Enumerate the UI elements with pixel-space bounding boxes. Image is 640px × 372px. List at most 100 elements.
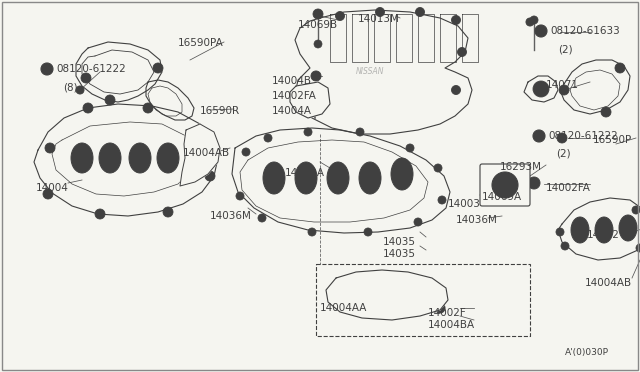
Text: 14003: 14003 bbox=[448, 199, 481, 209]
Circle shape bbox=[438, 196, 446, 204]
Circle shape bbox=[615, 63, 625, 73]
Text: 14002F: 14002F bbox=[428, 308, 467, 318]
Text: 14004B: 14004B bbox=[272, 76, 312, 86]
Text: 14035: 14035 bbox=[383, 249, 416, 259]
Circle shape bbox=[492, 172, 518, 198]
Ellipse shape bbox=[99, 143, 121, 173]
Circle shape bbox=[632, 206, 640, 214]
Polygon shape bbox=[290, 82, 330, 118]
Circle shape bbox=[364, 228, 372, 236]
Circle shape bbox=[435, 303, 445, 313]
Circle shape bbox=[236, 192, 244, 200]
Text: 14069B: 14069B bbox=[298, 20, 338, 30]
Polygon shape bbox=[326, 270, 448, 320]
Text: 14004AB: 14004AB bbox=[183, 148, 230, 158]
Circle shape bbox=[143, 103, 153, 113]
Text: 16590P: 16590P bbox=[593, 135, 632, 145]
Circle shape bbox=[533, 81, 549, 97]
Circle shape bbox=[304, 128, 312, 136]
Circle shape bbox=[308, 228, 316, 236]
Circle shape bbox=[531, 180, 536, 186]
Circle shape bbox=[451, 16, 461, 25]
Circle shape bbox=[81, 73, 91, 83]
Circle shape bbox=[530, 16, 538, 24]
Ellipse shape bbox=[619, 215, 637, 241]
Circle shape bbox=[526, 18, 534, 26]
Circle shape bbox=[242, 148, 250, 156]
Text: 14002FA: 14002FA bbox=[272, 91, 317, 101]
Text: 14071: 14071 bbox=[546, 80, 579, 90]
Text: B: B bbox=[44, 64, 50, 74]
Ellipse shape bbox=[71, 143, 93, 173]
Polygon shape bbox=[524, 76, 558, 102]
Circle shape bbox=[556, 228, 564, 236]
Text: 14004AA: 14004AA bbox=[320, 303, 367, 313]
Text: B: B bbox=[538, 26, 544, 35]
Text: 14004BA: 14004BA bbox=[428, 320, 475, 330]
Circle shape bbox=[376, 7, 385, 16]
Circle shape bbox=[414, 218, 422, 226]
Circle shape bbox=[45, 143, 55, 153]
Circle shape bbox=[153, 63, 163, 73]
Polygon shape bbox=[558, 198, 640, 260]
Ellipse shape bbox=[327, 162, 349, 194]
Text: 08120-61222: 08120-61222 bbox=[548, 131, 618, 141]
Text: 14004: 14004 bbox=[36, 183, 69, 193]
Circle shape bbox=[312, 99, 319, 106]
Text: 08120-61633: 08120-61633 bbox=[550, 26, 620, 36]
Text: (2): (2) bbox=[558, 44, 573, 54]
Circle shape bbox=[437, 305, 443, 311]
Circle shape bbox=[415, 7, 424, 16]
Text: 08120-61222: 08120-61222 bbox=[56, 64, 125, 74]
Polygon shape bbox=[34, 104, 218, 216]
Text: 16293M: 16293M bbox=[500, 162, 542, 172]
Circle shape bbox=[258, 214, 266, 222]
Circle shape bbox=[195, 131, 205, 141]
Circle shape bbox=[434, 164, 442, 172]
Polygon shape bbox=[180, 124, 220, 186]
Circle shape bbox=[557, 133, 567, 143]
Circle shape bbox=[95, 209, 105, 219]
Text: NISSAN: NISSAN bbox=[356, 67, 384, 77]
Circle shape bbox=[528, 177, 540, 189]
Circle shape bbox=[636, 244, 640, 252]
Ellipse shape bbox=[263, 162, 285, 194]
Circle shape bbox=[77, 87, 83, 93]
Circle shape bbox=[163, 207, 173, 217]
Text: 14010A: 14010A bbox=[285, 168, 325, 178]
Circle shape bbox=[310, 85, 322, 97]
Circle shape bbox=[406, 144, 414, 152]
Circle shape bbox=[314, 40, 322, 48]
Text: 16590R: 16590R bbox=[200, 106, 240, 116]
Circle shape bbox=[314, 74, 319, 78]
Text: B: B bbox=[536, 131, 542, 141]
Ellipse shape bbox=[391, 158, 413, 190]
FancyBboxPatch shape bbox=[480, 164, 530, 206]
Circle shape bbox=[485, 191, 495, 201]
Text: 14036M: 14036M bbox=[456, 215, 498, 225]
Ellipse shape bbox=[129, 143, 151, 173]
Text: (8): (8) bbox=[63, 82, 77, 92]
Circle shape bbox=[559, 135, 564, 141]
Text: (2): (2) bbox=[556, 149, 571, 159]
Text: 14004A: 14004A bbox=[272, 106, 312, 116]
Text: 14013M: 14013M bbox=[358, 14, 400, 24]
Text: 16590PA: 16590PA bbox=[178, 38, 224, 48]
Circle shape bbox=[533, 130, 545, 142]
Ellipse shape bbox=[571, 217, 589, 243]
Polygon shape bbox=[76, 42, 162, 102]
Text: 14036M: 14036M bbox=[210, 211, 252, 221]
Polygon shape bbox=[146, 80, 194, 120]
Circle shape bbox=[451, 86, 461, 94]
Circle shape bbox=[296, 86, 324, 114]
Circle shape bbox=[561, 242, 569, 250]
Circle shape bbox=[313, 9, 323, 19]
Circle shape bbox=[314, 90, 317, 93]
Polygon shape bbox=[82, 50, 154, 94]
Polygon shape bbox=[232, 128, 450, 233]
Circle shape bbox=[559, 85, 569, 95]
Ellipse shape bbox=[359, 162, 381, 194]
Text: 14035: 14035 bbox=[383, 237, 416, 247]
Circle shape bbox=[527, 19, 532, 25]
Ellipse shape bbox=[295, 162, 317, 194]
